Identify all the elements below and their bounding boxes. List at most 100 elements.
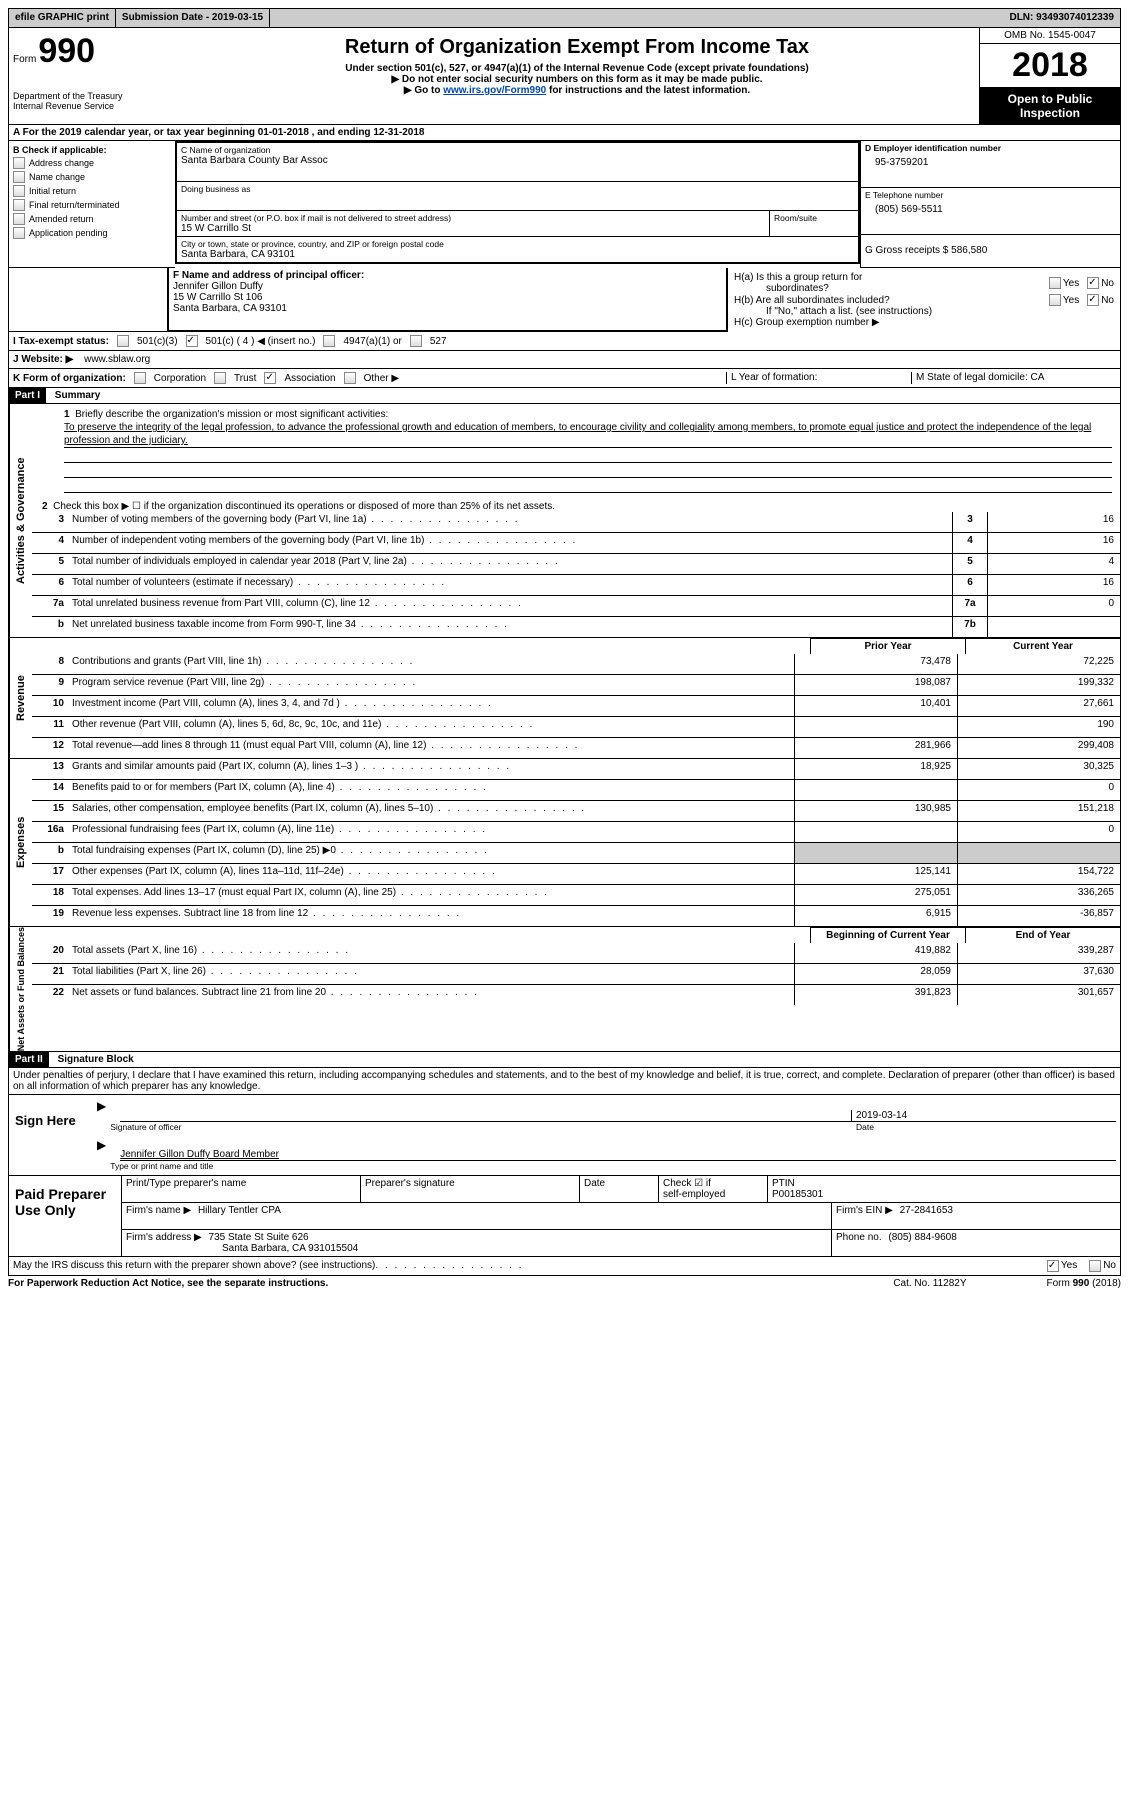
hb-note: If "No," attach a list. (see instruction… <box>734 306 1114 317</box>
sign-here-label: Sign Here <box>9 1095 93 1175</box>
row-k: K Form of organization: Corporation Trus… <box>8 369 1121 388</box>
summary-line: 18 Total expenses. Add lines 13–17 (must… <box>32 884 1120 905</box>
part1-header: Part I Summary <box>8 388 1121 404</box>
summary-line: b Total fundraising expenses (Part IX, c… <box>32 842 1120 863</box>
irs-link[interactable]: www.irs.gov/Form990 <box>443 85 546 96</box>
cb-name-change[interactable]: Name change <box>13 171 171 183</box>
sign-here-section: Sign Here ▶ 2019-03-14 Signature of offi… <box>8 1095 1121 1176</box>
expenses-tab: Expenses <box>9 759 32 926</box>
summary-line: 17 Other expenses (Part IX, column (A), … <box>32 863 1120 884</box>
discuss-no-box[interactable] <box>1089 1260 1101 1272</box>
cb-assoc[interactable] <box>264 372 276 384</box>
cb-501c3[interactable] <box>117 335 129 347</box>
dba-label: Doing business as <box>181 184 854 194</box>
hb-no-box[interactable] <box>1087 294 1099 306</box>
firm-addr-label: Firm's address ▶ <box>126 1232 202 1243</box>
f-name: Jennifer Gillon Duffy <box>173 281 722 292</box>
prep-selfemp: Check ☑ if self-employed <box>659 1176 768 1202</box>
efile-label: efile GRAPHIC print <box>9 9 116 27</box>
b-heading: B Check if applicable: <box>13 145 171 155</box>
summary-line: b Net unrelated business taxable income … <box>32 616 1120 637</box>
governance-section: Activities & Governance 1 Briefly descri… <box>8 404 1121 638</box>
f-label: F Name and address of principal officer: <box>173 270 722 281</box>
summary-line: 9 Program service revenue (Part VIII, li… <box>32 674 1120 695</box>
line-1: 1 Briefly describe the organization's mi… <box>32 404 1120 497</box>
revenue-tab: Revenue <box>9 638 32 758</box>
firm-addr2: Santa Barbara, CA 931015504 <box>222 1243 358 1254</box>
m-state: M State of legal domicile: CA <box>911 372 1116 384</box>
cb-501c[interactable] <box>186 335 198 347</box>
form-title: Return of Organization Exempt From Incom… <box>179 36 975 59</box>
summary-line: 7a Total unrelated business revenue from… <box>32 595 1120 616</box>
section-bcd: B Check if applicable: Address change Na… <box>8 141 1121 268</box>
summary-line: 16a Professional fundraising fees (Part … <box>32 821 1120 842</box>
phone-value: (805) 569-5511 <box>865 200 1116 215</box>
row-i: I Tax-exempt status: 501(c)(3) 501(c) ( … <box>9 332 740 350</box>
cb-app-pending[interactable]: Application pending <box>13 227 171 239</box>
preparer-section: Paid Preparer Use Only Print/Type prepar… <box>8 1176 1121 1257</box>
firm-ein-label: Firm's EIN ▶ <box>836 1205 893 1216</box>
cb-527[interactable] <box>410 335 422 347</box>
penalties-text: Under penalties of perjury, I declare th… <box>8 1068 1121 1095</box>
dln: DLN: 93493074012339 <box>1003 9 1120 27</box>
firm-ein: 27-2841653 <box>900 1205 953 1216</box>
summary-line: 14 Benefits paid to or for members (Part… <box>32 779 1120 800</box>
cb-initial-return[interactable]: Initial return <box>13 185 171 197</box>
paperwork-notice: For Paperwork Reduction Act Notice, see … <box>8 1278 328 1289</box>
governance-tab: Activities & Governance <box>9 404 32 637</box>
expenses-section: Expenses 13 Grants and similar amounts p… <box>8 759 1121 927</box>
hb-yes-box[interactable] <box>1049 294 1061 306</box>
header-left: Form 990 Department of the Treasury Inte… <box>8 28 175 125</box>
discuss-yes-box[interactable] <box>1047 1260 1059 1272</box>
form-prefix: Form <box>13 54 36 65</box>
f-addr1: 15 W Carrillo St 106 <box>173 292 722 303</box>
sign-date: 2019-03-14 <box>851 1110 1116 1121</box>
prep-name-label: Print/Type preparer's name <box>122 1176 361 1202</box>
sig-date-label: Date <box>856 1122 1116 1132</box>
open-public: Open to Public Inspection <box>980 88 1120 124</box>
mission-text: To preserve the integrity of the legal p… <box>64 421 1112 447</box>
f-addr2: Santa Barbara, CA 93101 <box>173 303 722 314</box>
tax-year: 2018 <box>980 44 1120 88</box>
website-value: www.sblaw.org <box>84 354 150 365</box>
netassets-section: Net Assets or Fund Balances Beginning of… <box>8 927 1121 1052</box>
cb-amended[interactable]: Amended return <box>13 213 171 225</box>
cb-other[interactable] <box>344 372 356 384</box>
prep-ptin: PTIN P00185301 <box>768 1176 1120 1202</box>
ha-yes-box[interactable] <box>1049 277 1061 289</box>
summary-line: 4 Number of independent voting members o… <box>32 532 1120 553</box>
form-footer: Form 990 (2018) <box>1047 1278 1121 1289</box>
cb-final-return[interactable]: Final return/terminated <box>13 199 171 211</box>
section-fh: F Name and address of principal officer:… <box>8 268 1121 332</box>
summary-line: 3 Number of voting members of the govern… <box>32 512 1120 532</box>
summary-line: 21 Total liabilities (Part X, line 26) 2… <box>32 963 1120 984</box>
form-header: Form 990 Department of the Treasury Inte… <box>8 28 1121 125</box>
part2-header: Part II Signature Block <box>8 1052 1121 1068</box>
sig-officer-label: Signature of officer <box>110 1122 856 1132</box>
summary-line: 5 Total number of individuals employed i… <box>32 553 1120 574</box>
prep-phone-label: Phone no. <box>836 1232 882 1243</box>
omb-number: OMB No. 1545-0047 <box>980 28 1120 44</box>
ha-no-box[interactable] <box>1087 277 1099 289</box>
city-label: City or town, state or province, country… <box>181 239 854 249</box>
goto-line: ▶ Go to www.irs.gov/Form990 for instruct… <box>179 85 975 96</box>
form-subtitle: Under section 501(c), 527, or 4947(a)(1)… <box>179 63 975 74</box>
summary-line: 6 Total number of volunteers (estimate i… <box>32 574 1120 595</box>
hc-label: H(c) Group exemption number ▶ <box>734 317 1114 328</box>
current-year-header: Current Year <box>965 638 1120 654</box>
bottom-bar: For Paperwork Reduction Act Notice, see … <box>8 1276 1121 1291</box>
discuss-row: May the IRS discuss this return with the… <box>8 1257 1121 1276</box>
summary-line: 10 Investment income (Part VIII, column … <box>32 695 1120 716</box>
cb-trust[interactable] <box>214 372 226 384</box>
cb-address-change[interactable]: Address change <box>13 157 171 169</box>
prep-sig-label: Preparer's signature <box>361 1176 580 1202</box>
cb-corp[interactable] <box>134 372 146 384</box>
summary-line: 19 Revenue less expenses. Subtract line … <box>32 905 1120 926</box>
revenue-section: Revenue Prior Year Current Year 8 Contri… <box>8 638 1121 759</box>
prep-phone: (805) 884-9608 <box>888 1232 956 1243</box>
summary-line: 8 Contributions and grants (Part VIII, l… <box>32 654 1120 674</box>
summary-line: 12 Total revenue—add lines 8 through 11 … <box>32 737 1120 758</box>
cb-4947[interactable] <box>323 335 335 347</box>
line-2: 2 Check this box ▶ ☐ if the organization… <box>32 497 1120 512</box>
section-h: H(a) Is this a group return for subordin… <box>728 268 1120 332</box>
